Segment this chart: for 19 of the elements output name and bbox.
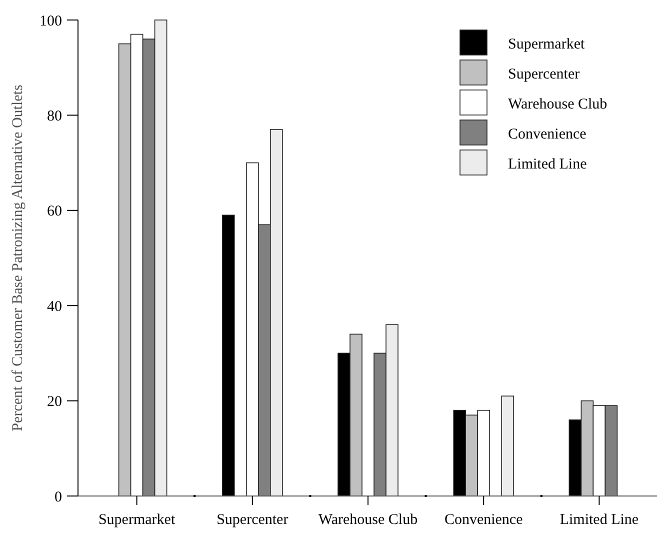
y-tick-label: 80 [47, 108, 62, 124]
legend-label: Supercenter [508, 66, 580, 82]
legend-label: Convenience [508, 126, 587, 142]
x-tick-label: Supercenter [216, 512, 288, 528]
x-tick-label: Supermarket [98, 512, 176, 528]
legend-label: Limited Line [508, 156, 588, 172]
y-tick-label: 40 [47, 298, 62, 315]
y-tick-label: 20 [47, 394, 62, 410]
x-tick-label: Limited Line [560, 512, 639, 528]
legend-label: Warehouse Club [508, 96, 608, 112]
y-tick-label: 100 [40, 13, 62, 30]
y-tick-label: 60 [47, 204, 62, 220]
x-tick-label: Warehouse Club [318, 512, 418, 528]
y-tick-label: 0 [54, 489, 62, 506]
bar [222, 214, 235, 496]
y-axis-title: Percent of Customer Base Patronizing Alternative Outlets [10, 84, 26, 432]
legend-label: Supermarket [508, 36, 586, 52]
bar [501, 396, 514, 496]
x-tick-label: Convenience [444, 512, 524, 528]
